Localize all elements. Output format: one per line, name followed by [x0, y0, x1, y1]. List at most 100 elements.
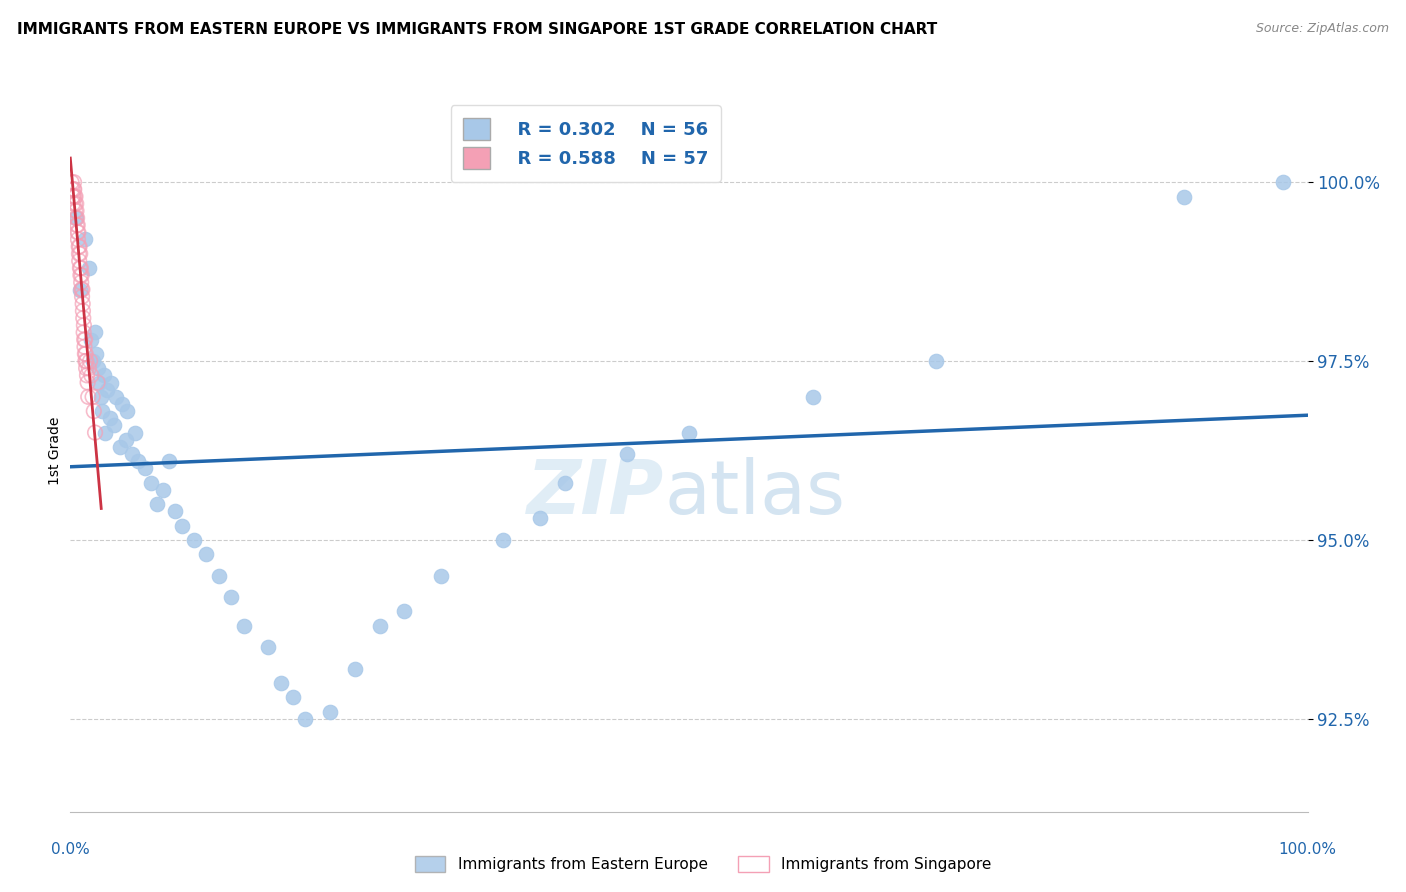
Point	[319, 705, 342, 719]
Point	[134, 461, 156, 475]
Point	[80, 333, 103, 347]
Point	[157, 454, 180, 468]
Point	[79, 354, 101, 368]
Point	[70, 268, 93, 283]
Point	[111, 397, 134, 411]
Point	[115, 404, 138, 418]
Point	[86, 361, 108, 376]
Y-axis label: 1st Grade: 1st Grade	[48, 417, 62, 484]
Point	[208, 568, 231, 582]
Text: IMMIGRANTS FROM EASTERN EUROPE VS IMMIGRANTS FROM SINGAPORE 1ST GRADE CORRELATIO: IMMIGRANTS FROM EASTERN EUROPE VS IMMIGR…	[17, 22, 938, 37]
Point	[62, 189, 84, 203]
Point	[108, 440, 131, 454]
Point	[121, 447, 143, 461]
Point	[63, 189, 86, 203]
Point	[91, 404, 114, 418]
Point	[98, 411, 121, 425]
Legend:   R = 0.302    N = 56,   R = 0.588    N = 57: R = 0.302 N = 56, R = 0.588 N = 57	[450, 105, 721, 182]
Point	[87, 376, 110, 390]
Legend: Immigrants from Eastern Europe, Immigrants from Singapore: Immigrants from Eastern Europe, Immigran…	[408, 848, 998, 880]
Point	[84, 425, 107, 440]
Text: Source: ZipAtlas.com: Source: ZipAtlas.com	[1256, 22, 1389, 36]
Point	[139, 475, 162, 490]
Point	[67, 246, 90, 260]
Text: 100.0%: 100.0%	[1278, 842, 1337, 857]
Point	[75, 354, 97, 368]
Point	[115, 433, 138, 447]
Point	[73, 318, 96, 333]
Point	[152, 483, 174, 497]
Point	[65, 211, 87, 225]
Point	[77, 390, 100, 404]
Point	[1173, 189, 1195, 203]
Point	[75, 361, 97, 376]
Point	[70, 290, 93, 304]
Point	[394, 604, 416, 618]
Point	[77, 361, 100, 376]
Point	[492, 533, 515, 547]
Point	[67, 225, 90, 239]
Point	[72, 283, 94, 297]
Point	[96, 383, 118, 397]
Point	[65, 203, 87, 218]
Point	[73, 340, 96, 354]
Point	[146, 497, 169, 511]
Point	[66, 232, 89, 246]
Point	[257, 640, 280, 655]
Point	[170, 518, 193, 533]
Point	[66, 218, 89, 232]
Point	[678, 425, 700, 440]
Point	[66, 211, 89, 225]
Point	[67, 253, 90, 268]
Point	[75, 333, 97, 347]
Point	[124, 425, 146, 440]
Point	[63, 175, 86, 189]
Point	[75, 232, 97, 246]
Point	[69, 268, 91, 283]
Point	[165, 504, 187, 518]
Point	[72, 311, 94, 326]
Point	[66, 218, 89, 232]
Point	[270, 676, 292, 690]
Text: ZIP: ZIP	[527, 458, 664, 531]
Point	[195, 547, 218, 561]
Point	[86, 376, 108, 390]
Point	[65, 211, 87, 225]
Point	[75, 347, 97, 361]
Point	[62, 182, 84, 196]
Point	[73, 326, 96, 340]
Point	[1271, 175, 1294, 189]
Point	[83, 404, 105, 418]
Point	[554, 475, 576, 490]
Point	[69, 260, 91, 275]
Point	[76, 368, 98, 383]
Point	[72, 297, 94, 311]
Point	[62, 196, 84, 211]
Point	[69, 239, 91, 253]
Point	[281, 690, 304, 705]
Point	[72, 304, 94, 318]
Point	[65, 196, 87, 211]
Point	[66, 225, 89, 239]
Point	[368, 618, 391, 632]
Point	[82, 354, 104, 368]
Point	[529, 511, 551, 525]
Point	[69, 260, 91, 275]
Point	[63, 182, 86, 196]
Point	[94, 425, 117, 440]
Point	[183, 533, 205, 547]
Point	[73, 347, 96, 361]
Point	[100, 376, 122, 390]
Point	[801, 390, 824, 404]
Point	[127, 454, 149, 468]
Point	[65, 189, 87, 203]
Point	[93, 368, 115, 383]
Point	[616, 447, 638, 461]
Point	[69, 283, 91, 297]
Point	[70, 283, 93, 297]
Point	[343, 662, 366, 676]
Point	[105, 390, 128, 404]
Text: atlas: atlas	[664, 458, 845, 531]
Point	[82, 390, 104, 404]
Point	[75, 354, 97, 368]
